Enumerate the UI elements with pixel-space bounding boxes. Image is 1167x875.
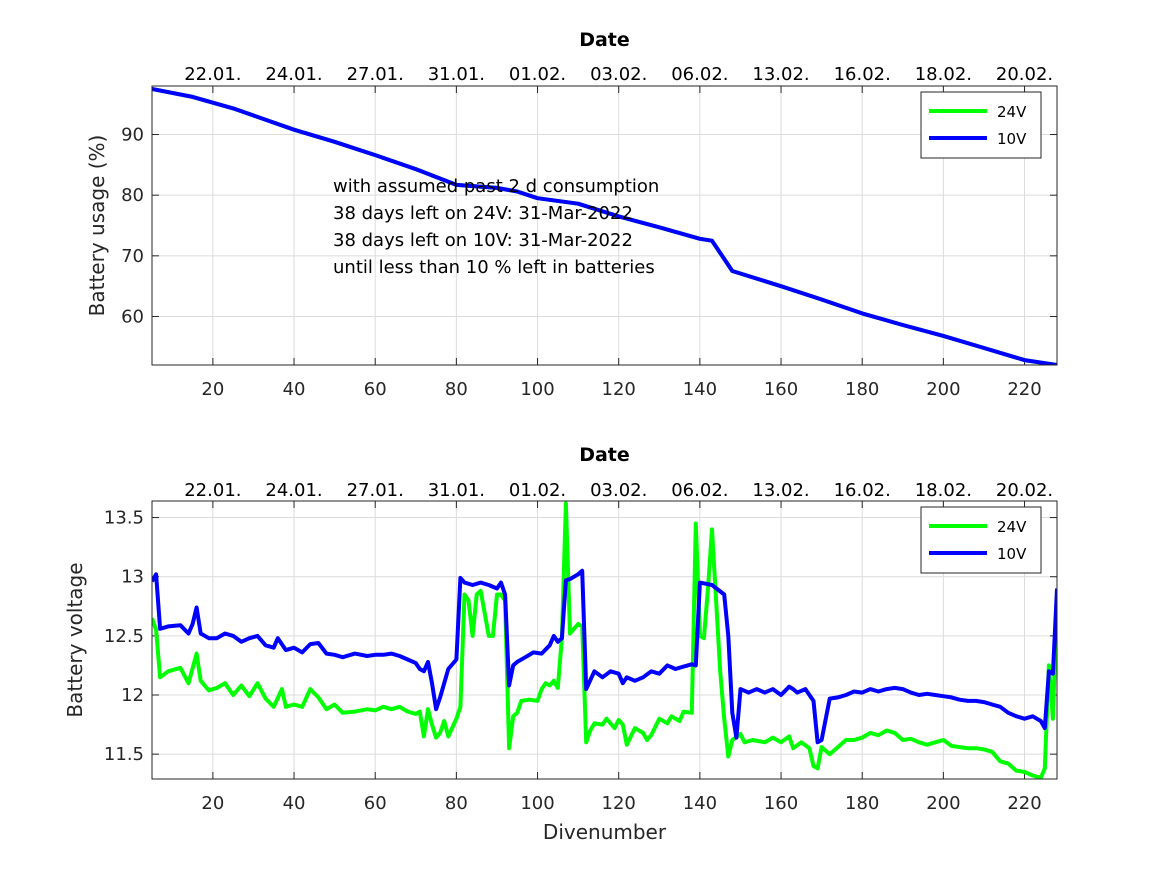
battery-usage-panel: 20 22.01. 40 24.01. 60 27.01. 80 31.01. 100 01.02… — [85, 29, 1058, 400]
legend-box — [920, 91, 1042, 159]
plot-area — [152, 501, 1057, 779]
annotation-line: 38 days left on 10V: 31-Mar-2022 — [333, 230, 633, 251]
x-tick-label: 120 — [602, 379, 636, 400]
legend-label: 24V — [997, 518, 1027, 536]
battery-voltage-panel: 20 22.01. 40 24.01. 60 27.01. 80 31.01. 100 01.02… — [63, 444, 1058, 844]
series-group — [152, 87, 1057, 365]
x-tick-label: 140 — [683, 793, 717, 814]
date-tick-label: 06.02. — [671, 64, 728, 85]
series-line-24V — [152, 501, 1057, 779]
chart-title: Date — [579, 444, 630, 466]
y-tick-label: 13.5 — [104, 508, 144, 529]
date-tick-label: 31.01. — [428, 64, 485, 85]
x-tick-label: 20 — [201, 793, 224, 814]
date-tick-label: 22.01. — [184, 64, 241, 85]
legend: 24V 10V — [920, 506, 1042, 574]
date-tick-label: 20.02. — [996, 480, 1053, 501]
date-tick-label: 24.01. — [265, 480, 322, 501]
x-tick-label: 60 — [364, 793, 387, 814]
chart-title: Date — [579, 29, 630, 51]
date-tick-label: 18.02. — [915, 480, 972, 501]
x-tick-label: 220 — [1007, 379, 1041, 400]
x-tick-label: 160 — [764, 793, 798, 814]
annotation: with assumed past 2 d consumption 38 days… — [333, 176, 659, 278]
date-tick-label: 16.02. — [834, 480, 891, 501]
y-tick-label: 12.5 — [104, 626, 144, 647]
x-tick-label: 200 — [926, 793, 960, 814]
x-tick-label: 60 — [364, 379, 387, 400]
series-line-10V — [152, 87, 1057, 365]
date-tick-label: 16.02. — [834, 64, 891, 85]
x-tick-label: 160 — [764, 379, 798, 400]
annotation-line: until less than 10 % left in batteries — [333, 257, 655, 278]
date-tick-label: 13.02. — [752, 480, 809, 501]
x-tick-label: 40 — [283, 379, 306, 400]
date-tick-label: 03.02. — [590, 64, 647, 85]
x-tick-label: 220 — [1007, 793, 1041, 814]
y-tick-label: 13 — [121, 567, 144, 588]
x-tick-label: 20 — [201, 379, 224, 400]
legend-label: 10V — [997, 130, 1027, 148]
series-line-10V — [152, 568, 1057, 745]
legend: 24V 10V — [920, 91, 1042, 159]
date-tick-label: 03.02. — [590, 480, 647, 501]
axes-frame — [151, 500, 1058, 780]
date-tick-label: 31.01. — [428, 480, 485, 501]
x-tick-label: 40 — [283, 793, 306, 814]
date-tick-label: 20.02. — [996, 64, 1053, 85]
y-tick-label: 11.5 — [104, 744, 144, 765]
x-tick-label: 200 — [926, 379, 960, 400]
x-tick-label: 80 — [445, 793, 468, 814]
legend-box — [920, 506, 1042, 574]
date-tick-label: 27.01. — [347, 480, 404, 501]
y-tick-label: 60 — [121, 306, 144, 327]
legend-label: 24V — [997, 103, 1027, 121]
x-tick-label: 80 — [445, 379, 468, 400]
annotation-line: with assumed past 2 d consumption — [333, 176, 659, 197]
date-tick-label: 18.02. — [915, 64, 972, 85]
axes-frame — [151, 85, 1058, 366]
y-tick-label: 80 — [121, 185, 144, 206]
y-axis-label: Battery usage (%) — [85, 135, 109, 317]
date-tick-label: 27.01. — [347, 64, 404, 85]
x-tick-label: 140 — [683, 379, 717, 400]
x-tick-label: 120 — [602, 793, 636, 814]
y-tick-label: 12 — [121, 685, 144, 706]
y-tick-label: 70 — [121, 246, 144, 267]
date-tick-label: 24.01. — [265, 64, 322, 85]
date-tick-label: 01.02. — [509, 480, 566, 501]
x-tick-label: 100 — [520, 793, 554, 814]
x-tick-label: 180 — [845, 793, 879, 814]
x-tick-label: 100 — [520, 379, 554, 400]
date-tick-label: 13.02. — [752, 64, 809, 85]
grid — [152, 501, 1057, 779]
x-tick-label: 180 — [845, 379, 879, 400]
annotation-line: 38 days left on 24V: 31-Mar-2022 — [333, 203, 633, 224]
y-axis-label: Battery voltage — [63, 562, 87, 717]
legend-label: 10V — [997, 545, 1027, 563]
series-group — [152, 501, 1057, 779]
date-tick-label: 01.02. — [509, 64, 566, 85]
date-tick-label: 06.02. — [671, 480, 728, 501]
y-tick-label: 90 — [121, 125, 144, 146]
date-tick-label: 22.01. — [184, 480, 241, 501]
x-axis-label: Divenumber — [543, 820, 667, 844]
